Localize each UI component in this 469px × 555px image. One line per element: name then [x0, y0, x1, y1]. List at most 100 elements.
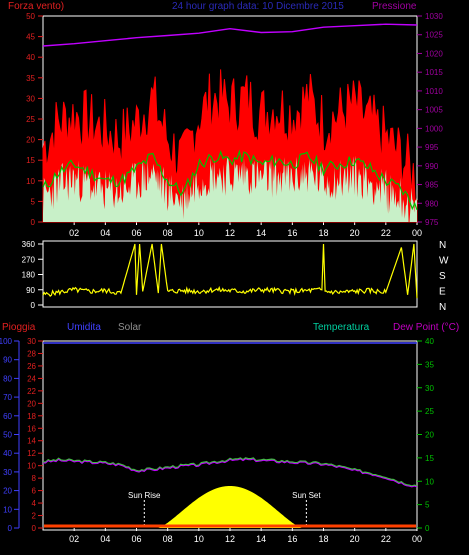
rain-tick-label: 10 [27, 462, 36, 471]
x-tick-label: 20 [350, 534, 360, 544]
temperature-tick-label: 25 [425, 407, 434, 416]
pressure-tick-label: 1015 [425, 68, 443, 77]
x-tick-label: 14 [256, 534, 266, 544]
rain-tick-label: 28 [27, 349, 36, 358]
x-tick-label: 04 [100, 228, 110, 238]
wind-tick-label: 15 [26, 156, 35, 165]
wind-tick-label: 35 [26, 74, 35, 83]
x-tick-label: 14 [256, 228, 266, 238]
rain-tick-label: 2 [32, 512, 37, 521]
humidity-axis-title: Umidita [67, 322, 101, 333]
humidity-tick-label: 30 [3, 468, 12, 477]
rain-tick-label: 30 [27, 337, 36, 346]
pressure-axis-title: Pressione [372, 1, 417, 12]
wind-tick-label: 40 [26, 53, 35, 62]
direction-tick-label: 360 [22, 240, 36, 249]
direction-tick-label: 270 [22, 255, 36, 264]
pressure-tick-label: 1030 [425, 12, 443, 21]
x-tick-label: 16 [287, 534, 297, 544]
x-tick-label: 02 [69, 228, 79, 238]
wind-tick-label: 30 [26, 94, 35, 103]
pressure-tick-label: 1005 [425, 106, 443, 115]
wind-tick-label: 10 [26, 177, 35, 186]
rain-tick-label: 6 [32, 487, 37, 496]
compass-label: W [439, 256, 449, 267]
pressure-tick-label: 1020 [425, 49, 443, 58]
dew-point-title: Dew Point (°C) [393, 322, 459, 333]
x-tick-label: 18 [318, 228, 328, 238]
humidity-tick-label: 10 [3, 505, 12, 514]
rain-tick-label: 24 [27, 374, 36, 383]
rain-axis-title: Pioggia [2, 322, 36, 333]
dew-point-line [43, 458, 418, 488]
pressure-tick-label: 980 [425, 199, 439, 208]
solar-radiation-area [158, 486, 302, 528]
x-tick-label: 08 [163, 228, 173, 238]
compass-label: E [439, 287, 446, 298]
humidity-tick-label: 100 [0, 337, 13, 346]
rain-tick-label: 8 [32, 474, 37, 483]
temperature-tick-label: 15 [425, 454, 434, 463]
x-tick-label: 12 [225, 534, 235, 544]
wind-tick-label: 25 [26, 115, 35, 124]
rain-tick-label: 14 [27, 437, 36, 446]
x-tick-label: 02 [69, 534, 79, 544]
pressure-line [42, 23, 418, 47]
x-tick-label: 12 [225, 228, 235, 238]
pressure-tick-label: 1000 [425, 124, 443, 133]
rain-tick-label: 22 [27, 387, 36, 396]
x-tick-label: 10 [194, 228, 204, 238]
x-tick-label: 00 [412, 228, 422, 238]
x-tick-label: 06 [131, 228, 141, 238]
wind-x-axis-ticks: 02 04 06 08 10 12 14 16 18 20 22 00 [69, 222, 422, 238]
temp-x-axis-ticks: 02 04 06 08 10 12 14 16 18 20 22 00 [69, 528, 422, 544]
x-tick-label: 20 [350, 228, 360, 238]
pressure-tick-label: 985 [425, 181, 439, 190]
humidity-tick-label: 50 [3, 431, 12, 440]
rain-tick-label: 4 [32, 499, 37, 508]
compass-label: N [439, 240, 446, 251]
x-tick-label: 04 [100, 534, 110, 544]
wind-tick-label: 45 [26, 33, 35, 42]
temperature-tick-label: 5 [425, 501, 430, 510]
direction-tick-label: 180 [22, 271, 36, 280]
rain-tick-label: 18 [27, 412, 36, 421]
rain-tick-label: 26 [27, 362, 36, 371]
temperature-tick-label: 35 [425, 360, 434, 369]
x-tick-label: 22 [381, 228, 391, 238]
temperature-tick-label: 40 [425, 337, 434, 346]
pressure-tick-label: 995 [425, 143, 439, 152]
temperature-tick-label: 20 [425, 431, 434, 440]
wind-direction-frame [42, 240, 418, 308]
x-tick-label: 22 [381, 534, 391, 544]
x-tick-label: 18 [318, 534, 328, 544]
x-tick-label: 06 [131, 534, 141, 544]
wind-tick-label: 20 [26, 136, 35, 145]
rain-tick-label: 12 [27, 449, 36, 458]
wind-direction-line [42, 243, 418, 299]
direction-tick-label: 90 [26, 286, 35, 295]
humidity-tick-label: 20 [3, 487, 12, 496]
x-tick-label: 00 [412, 534, 422, 544]
temperature-axis-title: Temperatura [313, 322, 370, 333]
rain-tick-label: 16 [27, 424, 36, 433]
x-tick-label: 16 [287, 228, 297, 238]
humidity-tick-label: 60 [3, 412, 12, 421]
chart-title: 24 hour graph data: 10 Dicembre 2015 [172, 1, 344, 12]
humidity-tick-label: 40 [3, 449, 12, 458]
x-tick-label: 10 [194, 534, 204, 544]
temperature-line [43, 457, 418, 487]
sun-rise-label: Sun Rise [128, 491, 161, 500]
pressure-tick-label: 1010 [425, 87, 443, 96]
temperature-tick-label: 30 [425, 384, 434, 393]
humidity-tick-label: 0 [8, 524, 13, 533]
pressure-tick-label: 975 [425, 218, 439, 227]
solar-label: Solar [118, 322, 142, 333]
rain-tick-label: 20 [27, 399, 36, 408]
wind-axis-title: Forza vento) [8, 1, 64, 12]
sun-set-label: Sun Set [292, 491, 321, 500]
